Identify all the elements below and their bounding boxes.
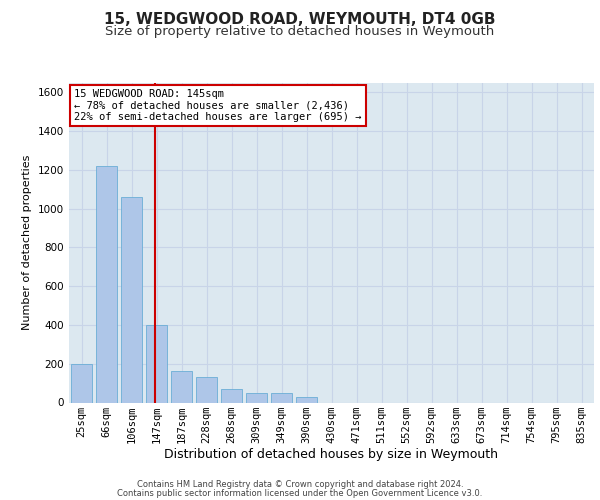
Bar	[271, 393, 292, 402]
Bar	[221, 389, 242, 402]
Text: Contains HM Land Registry data © Crown copyright and database right 2024.: Contains HM Land Registry data © Crown c…	[137, 480, 463, 489]
Bar	[296, 396, 317, 402]
Text: Contains public sector information licensed under the Open Government Licence v3: Contains public sector information licen…	[118, 488, 482, 498]
Text: 15, WEDGWOOD ROAD, WEYMOUTH, DT4 0GB: 15, WEDGWOOD ROAD, WEYMOUTH, DT4 0GB	[104, 12, 496, 28]
Bar	[96, 166, 117, 402]
Text: Size of property relative to detached houses in Weymouth: Size of property relative to detached ho…	[106, 25, 494, 38]
Text: 15 WEDGWOOD ROAD: 145sqm
← 78% of detached houses are smaller (2,436)
22% of sem: 15 WEDGWOOD ROAD: 145sqm ← 78% of detach…	[74, 89, 362, 122]
Bar	[71, 364, 92, 403]
X-axis label: Distribution of detached houses by size in Weymouth: Distribution of detached houses by size …	[164, 448, 499, 462]
Bar	[171, 372, 192, 402]
Bar	[246, 393, 267, 402]
Bar	[196, 378, 217, 402]
Y-axis label: Number of detached properties: Number of detached properties	[22, 155, 32, 330]
Bar	[121, 197, 142, 402]
Bar	[146, 325, 167, 402]
